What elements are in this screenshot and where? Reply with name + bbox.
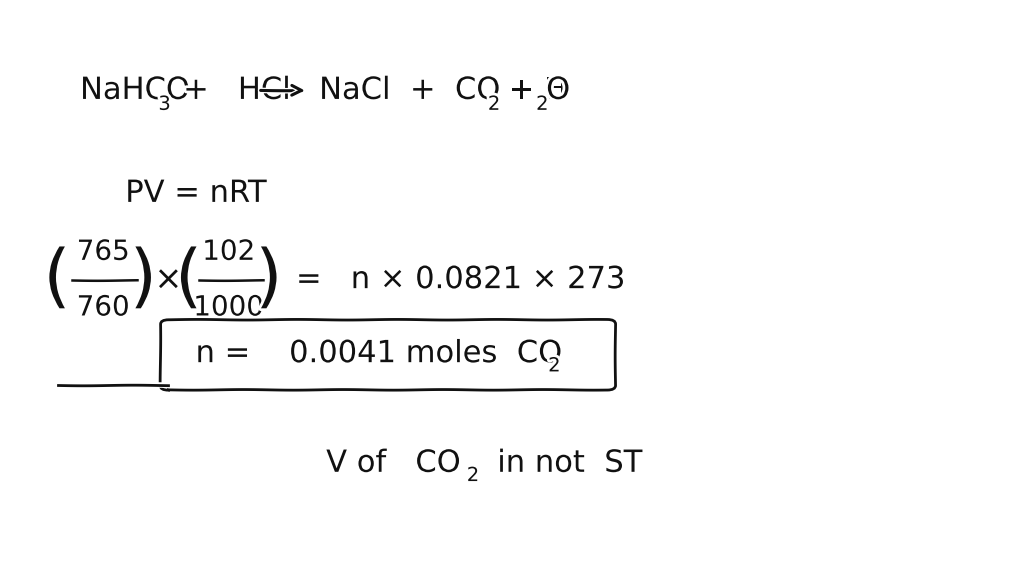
- Text: + H: + H: [499, 76, 567, 105]
- Text: 765: 765: [77, 238, 130, 266]
- Text: in not  ST: in not ST: [478, 449, 642, 478]
- Text: O: O: [546, 76, 570, 105]
- Text: 102: 102: [202, 238, 255, 266]
- Text: ×: ×: [155, 263, 182, 296]
- Text: V of   CO: V of CO: [327, 449, 461, 478]
- Text: 2: 2: [548, 357, 560, 376]
- Text: =   n × 0.0821 × 273: = n × 0.0821 × 273: [296, 265, 625, 294]
- Text: NaCl  +  CO: NaCl + CO: [319, 76, 501, 105]
- Text: ): ): [130, 246, 157, 313]
- Text: 2: 2: [537, 95, 549, 114]
- Text: n =    0.0041 moles  CO: n = 0.0041 moles CO: [196, 339, 562, 368]
- Text: NaHCO: NaHCO: [80, 76, 189, 105]
- FancyBboxPatch shape: [161, 320, 615, 390]
- Text: 1000: 1000: [194, 294, 264, 321]
- Text: PV = nRT: PV = nRT: [125, 179, 266, 208]
- Text: 2: 2: [487, 95, 501, 114]
- Text: 760: 760: [77, 294, 130, 321]
- Text: (: (: [175, 246, 202, 313]
- Text: ): ): [255, 246, 283, 313]
- Text: (: (: [43, 246, 71, 313]
- Text: 2: 2: [467, 466, 479, 485]
- Text: 3: 3: [159, 95, 171, 114]
- Text: +   HCl: + HCl: [173, 76, 291, 105]
